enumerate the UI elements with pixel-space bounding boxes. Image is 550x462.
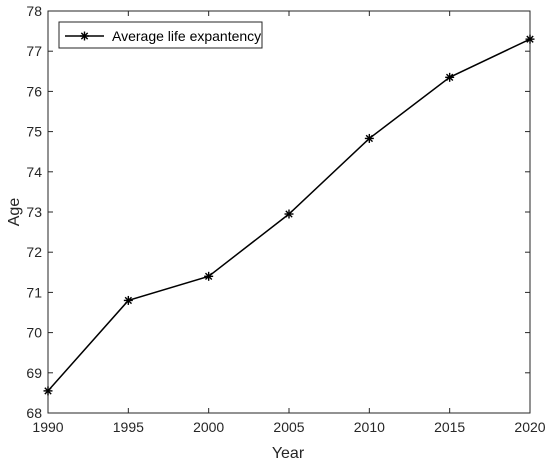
y-tick-label: 77 [26,43,42,59]
series-layer [43,34,535,396]
y-axis: 68 69 70 71 72 73 74 75 76 77 78 [26,3,530,421]
x-tick-label: 2005 [273,419,304,435]
y-axis-label: Age [6,198,23,227]
y-tick-label: 72 [26,244,42,260]
y-tick-label: 71 [26,284,42,300]
data-point-marker [284,209,294,219]
y-tick-label: 69 [26,365,42,381]
x-tick-label: 2000 [193,419,224,435]
data-point-marker [525,34,535,44]
y-tick-label: 78 [26,3,42,19]
x-tick-label: 2020 [514,419,545,435]
x-tick-label: 2010 [354,419,385,435]
data-point-marker [123,295,133,305]
legend-marker [80,31,89,41]
data-point-marker [204,271,214,281]
x-tick-label: 1990 [32,419,63,435]
y-tick-label: 70 [26,325,42,341]
y-tick-label: 73 [26,204,42,220]
x-axis: 1990 1995 2000 2005 2010 2015 2020 [32,11,546,435]
legend-box [58,21,263,49]
x-axis-label: Year [272,445,305,462]
y-tick-label: 76 [26,83,42,99]
x-tick-label: 1995 [113,419,144,435]
data-point-marker [445,72,455,82]
legend-label: Average life expantency [112,28,261,44]
x-tick-label: 2015 [434,419,465,435]
data-point-marker [80,31,89,41]
y-tick-label: 68 [26,405,42,421]
y-tick-label: 74 [26,164,42,180]
legend: Average life expantency [58,21,263,49]
y-tick-label: 75 [26,124,42,140]
data-point-marker [364,133,374,143]
data-point-marker [43,386,53,396]
